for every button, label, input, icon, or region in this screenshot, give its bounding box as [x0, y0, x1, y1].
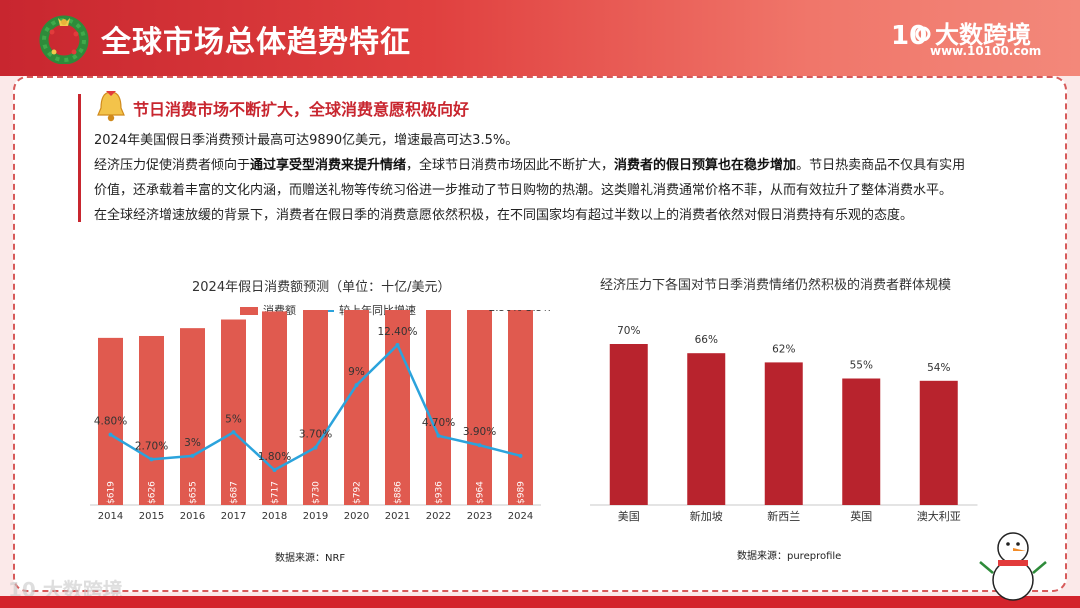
chart1-bar — [344, 310, 369, 505]
paragraph-line-3: 价值，还承载着丰富的文化内涵，而赠送礼物等传统习俗进一步推动了节日购物的热潮。这… — [94, 183, 953, 198]
header-bar — [0, 0, 1080, 76]
chart1-bar-value-label: $687 — [230, 481, 240, 504]
chart1-growth-point — [108, 432, 113, 437]
bottom-strip — [0, 596, 1080, 608]
brand-url: www.10100.com — [930, 44, 1042, 58]
chart1-x-tick: 2023 — [467, 511, 492, 522]
chart1-x-tick: 2017 — [221, 511, 246, 522]
chart1-bar-value-label: $936 — [435, 481, 445, 504]
chart1-growth-label: 12.40% — [377, 326, 417, 338]
chart2-value-label: 62% — [772, 343, 795, 355]
chart1-growth-label: 5% — [225, 413, 242, 425]
chart2-x-tick: 英国 — [850, 509, 872, 523]
chart2-value-label: 70% — [617, 325, 640, 337]
chart1-growth-point — [190, 453, 195, 458]
chart1-x-tick: 2020 — [344, 511, 369, 522]
section-title: 节日消费市场不断扩大，全球消费意愿积极向好 — [133, 100, 470, 119]
brand-logo-number: 10 — [891, 21, 927, 51]
legend-swatch-bar — [240, 307, 258, 315]
chart2-x-tick: 新加坡 — [690, 509, 723, 523]
chart2-x-tick: 新西兰 — [767, 509, 800, 523]
chart1-bar-value-label: $792 — [353, 481, 363, 504]
chart1-growth-point — [518, 453, 523, 458]
chart1-x-tick: 2022 — [426, 511, 451, 522]
chart1-growth-point — [149, 457, 154, 462]
chart2-value-label: 54% — [927, 362, 950, 374]
chart1-bar — [303, 310, 328, 505]
bell-icon — [97, 91, 125, 122]
chart1-bar-value-label: $730 — [312, 481, 322, 504]
chart2-value-label: 55% — [850, 360, 873, 372]
chart1-x-tick: 2015 — [139, 511, 164, 522]
brand-name: 大数跨境 — [935, 21, 1031, 49]
chart1-bar — [180, 328, 205, 505]
chart1-bar — [467, 310, 492, 505]
chart2-bar — [919, 380, 958, 505]
page-title: 全球市场总体趋势特征 — [101, 25, 411, 60]
chart1-bar-value-label: $964 — [476, 481, 486, 504]
chart2-bar — [764, 362, 803, 505]
paragraph-line-4: 在全球经济增速放缓的背景下，消费者在假日季的消费意愿依然积极，在不同国家均有超过… — [94, 208, 914, 223]
chart1-bar-value-label: $886 — [394, 481, 404, 504]
chart1-title: 2024年假日消费额预测（单位：十亿/美元） — [192, 280, 451, 295]
chart1-x-tick: 2014 — [98, 511, 123, 522]
chart1-bar-value-label: $717 — [271, 481, 281, 504]
chart1-growth-label: 3.70% — [299, 429, 332, 441]
chart2-bar — [687, 353, 726, 505]
chart1-growth-label: 3% — [184, 437, 201, 449]
chart1-growth-label: 2.50%-3.5% — [489, 310, 550, 314]
chart1-bar — [98, 337, 123, 505]
chart1-growth-label: 3.90% — [463, 426, 496, 438]
chart2-source: 数据来源：pureprofile — [737, 551, 842, 562]
paragraph-line-2: 经济压力促使消费者倾向于通过享受型消费来提升情绪，全球节日消费市场因此不断扩大，… — [94, 158, 966, 173]
chart1-bar — [221, 319, 246, 505]
paragraph-line-1: 2024年美国假日季消费预计最高可达9890亿美元，增速最高可达3.5%。 — [94, 133, 519, 148]
chart1-growth-point — [354, 383, 359, 388]
chart1-bar-value-label: $655 — [189, 481, 199, 504]
chart1-growth-label: 4.70% — [422, 417, 455, 429]
chart2-svg: 70% 美国 66% 新加坡 62% 新西兰 55% 英国 54% 澳大利亚 — [590, 325, 978, 523]
chart1-growth-label: 2.70% — [135, 440, 168, 452]
chart1-growth-point — [436, 433, 441, 438]
chart1-bar — [508, 310, 533, 505]
chart1-x-tick: 2018 — [262, 511, 287, 522]
chart2-bar — [609, 344, 648, 505]
chart1-source: 数据来源：NRF — [275, 553, 346, 564]
section-accent-bar — [78, 94, 81, 222]
chart2-x-tick: 美国 — [618, 510, 640, 523]
brand-logo-icon: 10 — [891, 21, 931, 51]
chart1-bar — [262, 311, 287, 505]
chart1-growth-point — [231, 430, 236, 435]
chart1-bar — [385, 310, 410, 505]
chart1-x-tick: 2016 — [180, 511, 205, 522]
chart1-bar-value-label: $619 — [107, 481, 117, 504]
chart1-growth-label: 1.80% — [258, 451, 291, 463]
chart1-growth-label: 9% — [348, 366, 365, 378]
chart2-bar — [842, 378, 881, 505]
chart1-bar — [426, 310, 451, 505]
chart1-bar-value-label: $989 — [517, 481, 527, 504]
chart2-title: 经济压力下各国对节日季消费情绪仍然积极的消费者群体规模 — [600, 278, 952, 293]
christmas-wreath-icon — [39, 15, 89, 64]
chart1-growth-point — [477, 443, 482, 448]
chart1-svg: 2014 $619 2015 $626 2016 $655 2017 $687 2018 $717… — [90, 310, 550, 522]
chart2-value-label: 66% — [695, 334, 718, 346]
chart1-x-tick: 2024 — [508, 511, 533, 522]
chart1-growth-point — [395, 343, 400, 347]
chart2-x-tick: 澳大利亚 — [917, 509, 961, 523]
chart1-bar-value-label: $626 — [148, 481, 158, 504]
chart1-growth-label: 4.80% — [94, 416, 127, 428]
chart1-growth-point — [313, 445, 318, 450]
chart1-growth-point — [272, 468, 277, 472]
snowman-icon — [979, 532, 1047, 601]
chart1-x-tick: 2019 — [303, 511, 328, 522]
chart1-x-tick: 2021 — [385, 511, 410, 522]
chart1-bar — [139, 335, 164, 505]
